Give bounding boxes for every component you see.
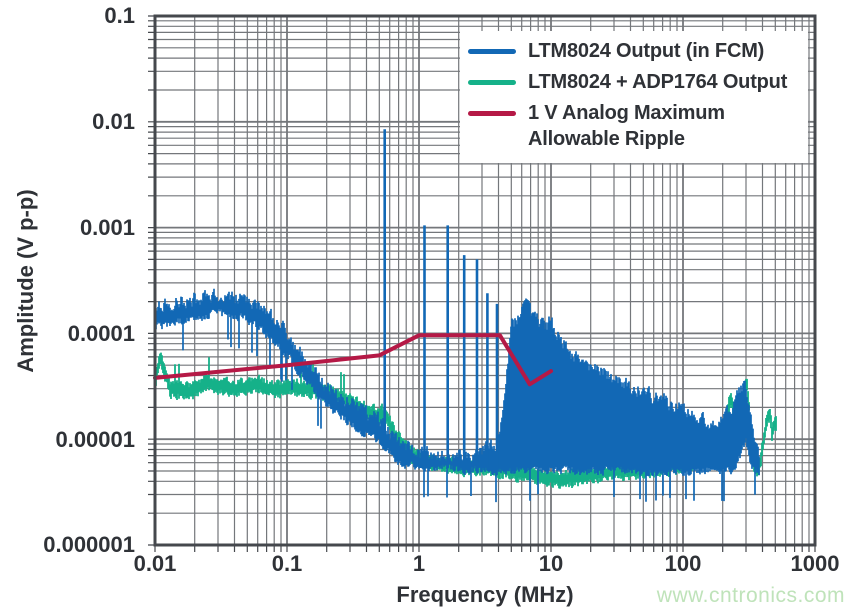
legend-label: LTM8024 + ADP1764 Output (528, 71, 788, 93)
x-tick-label: 0.1 (271, 551, 303, 576)
y-tick-label: 0.00001 (55, 427, 135, 452)
legend-item: LTM8024 Output (in FCM) (468, 38, 808, 64)
y-tick-label: 0.000001 (43, 532, 135, 557)
legend-label: LTM8024 Output (in FCM) (528, 40, 765, 62)
legend-swatch-blue (468, 49, 516, 54)
x-tick-label: 1000 (790, 551, 840, 576)
x-tick-label: 1 (412, 551, 426, 576)
legend-label: 1 V Analog Maximum Allowable Ripple (528, 102, 725, 150)
y-tick-label: 0.01 (92, 109, 135, 134)
x-tick-label: 0.01 (133, 551, 177, 576)
legend-swatch-green (468, 80, 516, 85)
x-axis-title: Frequency (MHz) (396, 582, 574, 607)
watermark: www.cntronics.com (656, 584, 845, 607)
legend: LTM8024 Output (in FCM) LTM8024 + ADP176… (460, 31, 808, 163)
y-tick-label: 0.001 (79, 215, 135, 240)
x-tick-label: 100 (664, 551, 702, 576)
series-ltm8024-output-spikes (383, 129, 499, 471)
axis-tick-marks (148, 15, 816, 552)
y-tick-label: 0.1 (104, 3, 135, 28)
legend-swatch-crimson (468, 111, 516, 116)
legend-item: 1 V Analog Maximum Allowable Ripple (468, 100, 808, 152)
plot-border (153, 14, 817, 547)
y-axis-title: Amplitude (V p-p) (13, 189, 38, 373)
y-tick-label: 0.0001 (67, 321, 135, 346)
legend-item: LTM8024 + ADP1764 Output (468, 69, 808, 95)
x-tick-label: 10 (538, 551, 564, 576)
series-max-allowable-ripple (153, 333, 553, 387)
